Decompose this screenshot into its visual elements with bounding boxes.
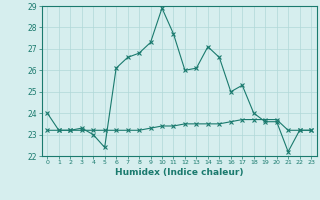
X-axis label: Humidex (Indice chaleur): Humidex (Indice chaleur) xyxy=(115,168,244,177)
